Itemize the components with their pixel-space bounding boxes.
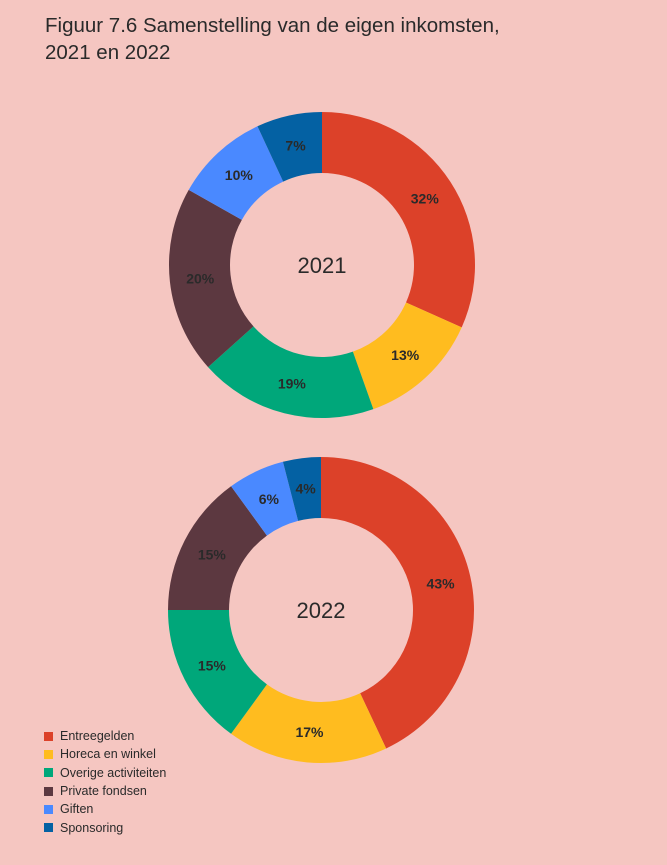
- slice-label: 17%: [295, 724, 324, 740]
- chart-title-line-2: 2021 en 2022: [45, 41, 171, 64]
- slice-label: 43%: [427, 575, 456, 591]
- slice-private-fondsen: [169, 189, 254, 368]
- legend-swatch: [44, 768, 53, 778]
- slice-overige-activiteiten: [208, 326, 374, 419]
- slice-label: 7%: [285, 137, 306, 153]
- slice-label: 20%: [186, 270, 215, 286]
- legend-label: Giften: [60, 802, 94, 817]
- slice-label: 4%: [296, 480, 317, 496]
- slice-horeca-en-winkel: [352, 302, 462, 410]
- legend-swatch: [44, 749, 53, 759]
- slice-label: 32%: [411, 190, 440, 206]
- legend-label: Horeca en winkel: [60, 747, 156, 762]
- legend: Entreegelden Horeca en winkel Overige ac…: [44, 727, 166, 837]
- legend-swatch: [44, 786, 53, 796]
- slice-label: 10%: [225, 167, 254, 183]
- slice-label: 15%: [198, 658, 227, 674]
- legend-swatch: [44, 731, 53, 741]
- legend-label: Private fondsen: [60, 784, 147, 799]
- slice-label: 13%: [391, 347, 420, 363]
- legend-swatch: [44, 823, 53, 833]
- slice-label: 15%: [198, 546, 227, 562]
- chart-title-line-1: Figuur 7.6 Samenstelling van de eigen in…: [45, 14, 500, 37]
- slice-overige-activiteiten: [168, 610, 267, 734]
- legend-item-overige: Overige activiteiten: [44, 764, 166, 782]
- donut-center-label: 2021: [298, 253, 347, 278]
- slice-sponsoring: [257, 112, 322, 182]
- slice-entreegelden: [321, 457, 474, 749]
- slice-private-fondsen: [168, 486, 267, 610]
- slice-entreegelden: [322, 112, 475, 328]
- slice-giften: [231, 461, 299, 536]
- slice-sponsoring: [282, 457, 321, 521]
- legend-item-entreegelden: Entreegelden: [44, 727, 166, 745]
- slice-horeca-en-winkel: [231, 684, 387, 763]
- legend-label: Sponsoring: [60, 820, 124, 835]
- donut-chart-2022: 43% 17% 15% 15% 6% 4% 2022: [168, 457, 474, 763]
- legend-label: Overige activiteiten: [60, 765, 167, 780]
- legend-swatch: [44, 804, 53, 814]
- legend-item-horeca: Horeca en winkel: [44, 745, 166, 763]
- legend-item-giften: Giften: [44, 800, 166, 818]
- legend-label: Entreegelden: [60, 729, 135, 744]
- legend-item-sponsoring: Sponsoring: [44, 818, 166, 836]
- slice-label: 6%: [259, 491, 280, 507]
- slice-label: 19%: [278, 376, 307, 392]
- legend-item-private-fondsen: Private fondsen: [44, 782, 166, 800]
- chart-title: Figuur 7.6 Samenstelling van de eigen in…: [45, 12, 645, 66]
- donut-center-label: 2022: [297, 598, 346, 623]
- donut-chart-2021: 32% 13% 19% 20% 10% 7% 2021: [169, 112, 475, 419]
- slice-giften: [188, 126, 284, 220]
